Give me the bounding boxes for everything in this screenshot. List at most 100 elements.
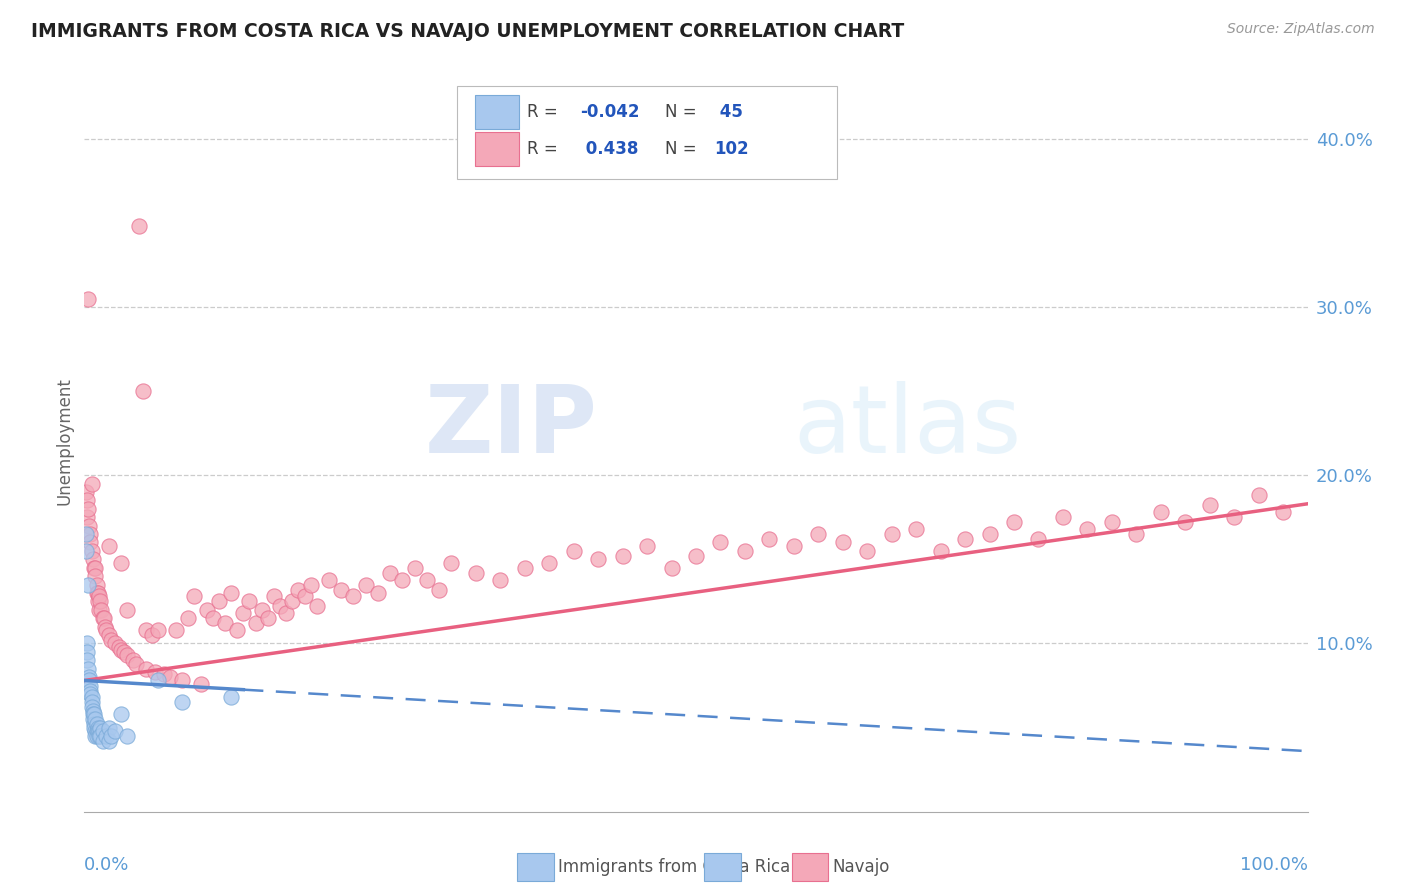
Point (979, 527, 1001, 541)
Point (263, 590, 285, 604)
Point (1052, 510, 1074, 524)
Point (79, 683, 101, 698)
Point (734, 544, 756, 558)
Point (83, 707, 105, 722)
Point (1002, 516, 1025, 530)
Point (1198, 499, 1220, 513)
Point (96, 729, 118, 743)
Point (172, 695, 194, 709)
Point (1223, 510, 1246, 524)
Point (1076, 522, 1098, 536)
Point (115, 603, 138, 617)
Point (330, 582, 353, 597)
Point (685, 549, 707, 563)
Point (238, 594, 260, 608)
Point (100, 633, 122, 648)
Point (110, 556, 132, 570)
Point (1101, 516, 1123, 530)
Point (391, 573, 413, 587)
Point (427, 582, 450, 597)
Point (86, 729, 108, 743)
Point (190, 677, 212, 691)
Point (97, 734, 120, 748)
Point (758, 532, 780, 546)
Point (82, 712, 104, 726)
Point (79, 687, 101, 701)
Text: N =: N = (665, 103, 702, 121)
Point (75, 544, 97, 558)
Point (76, 653, 98, 667)
Point (856, 544, 879, 558)
Point (783, 539, 806, 553)
Point (77, 670, 100, 684)
Point (80, 544, 103, 558)
Point (77, 662, 100, 676)
Point (86, 586, 108, 600)
Point (464, 566, 486, 580)
Point (104, 723, 127, 738)
Point (80, 476, 103, 491)
Point (128, 219, 150, 234)
Text: IMMIGRANTS FROM COSTA RICA VS NAVAJO UNEMPLOYMENT CORRELATION CHART: IMMIGRANTS FROM COSTA RICA VS NAVAJO UNE… (31, 22, 904, 41)
Point (245, 616, 267, 631)
Point (807, 527, 830, 541)
Point (440, 556, 463, 570)
Point (83, 721, 105, 735)
Point (513, 560, 536, 574)
Point (562, 544, 585, 558)
Point (250, 603, 273, 617)
Point (112, 645, 135, 659)
Point (76, 636, 98, 650)
Point (110, 643, 132, 657)
Point (84, 560, 107, 574)
Point (91, 611, 114, 625)
Point (929, 544, 952, 558)
Point (257, 611, 280, 625)
Point (83, 717, 105, 731)
Point (905, 522, 928, 536)
Point (80, 700, 103, 714)
Point (153, 666, 176, 681)
Point (75, 485, 97, 500)
Point (104, 636, 127, 650)
Point (80, 695, 103, 709)
Point (141, 628, 163, 642)
Point (84, 712, 107, 726)
FancyBboxPatch shape (475, 132, 519, 166)
FancyBboxPatch shape (457, 87, 837, 178)
Point (77, 292, 100, 306)
Point (354, 577, 377, 591)
Point (269, 599, 291, 614)
Point (110, 707, 132, 722)
Point (87, 723, 110, 738)
Text: 45: 45 (714, 103, 744, 121)
Point (91, 734, 114, 748)
Point (342, 590, 364, 604)
Text: ZIP: ZIP (425, 381, 598, 473)
Point (100, 729, 122, 743)
Point (87, 729, 110, 743)
Text: 0.0%: 0.0% (84, 856, 129, 874)
Point (831, 535, 853, 549)
Point (636, 539, 658, 553)
Point (91, 723, 114, 738)
Point (661, 560, 683, 574)
Point (122, 653, 145, 667)
Point (146, 673, 169, 688)
Point (107, 640, 129, 654)
Point (87, 586, 110, 600)
Point (87, 590, 110, 604)
Point (165, 623, 187, 637)
Point (880, 527, 903, 541)
Point (77, 577, 100, 591)
Point (183, 590, 205, 604)
Point (1174, 516, 1197, 530)
Point (135, 662, 157, 676)
Point (82, 552, 104, 566)
Text: R =: R = (527, 140, 564, 158)
Point (84, 729, 107, 743)
Point (84, 723, 107, 738)
Point (77, 501, 100, 516)
Point (416, 573, 439, 587)
Point (404, 560, 426, 574)
